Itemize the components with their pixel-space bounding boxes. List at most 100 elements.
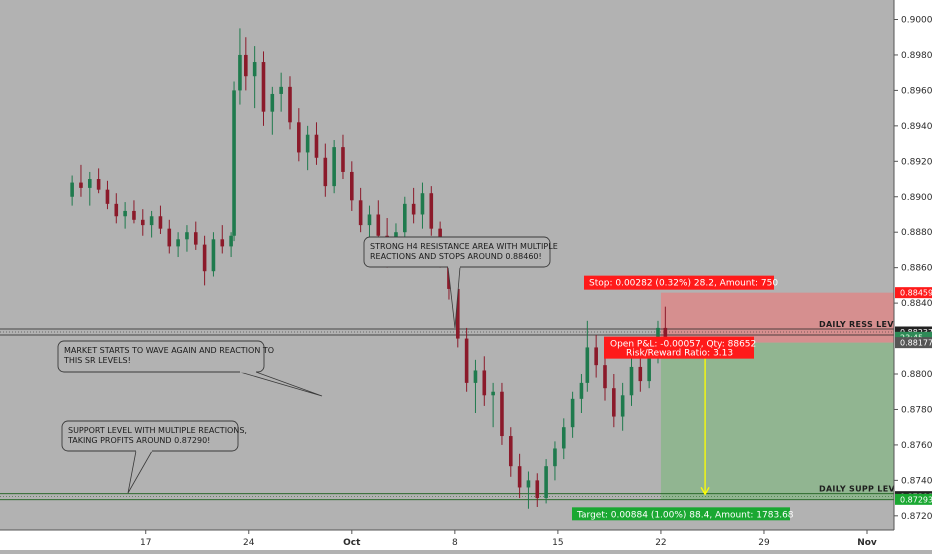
candle [341,134,345,180]
candle-body [341,147,345,172]
candle-body [323,157,328,187]
price-tag-bg [895,337,932,349]
candle-body [585,347,590,383]
candle-body [229,235,233,247]
callout-line-1: MARKET STARTS TO WAVE AGAIN AND REACTION… [64,346,274,355]
candle-body [553,448,557,467]
candle [244,37,248,91]
callout-line-1: SUPPORT LEVEL WITH MULTIPLE REACTIONS, [68,426,247,435]
candle-body [455,288,460,339]
target-arrow-head [700,487,710,496]
candle-body [96,179,101,190]
candle-body [140,219,145,226]
candle-body [579,382,584,399]
candle-body [305,134,310,153]
candle-body [561,427,566,449]
callout-line-2: REACTIONS AND STOPS AROUND 0.88460! [370,252,542,261]
candle [288,76,292,130]
candle-body [491,391,495,396]
candle [482,356,487,406]
callout-pointer [447,266,461,329]
price-tag: 0.87293 [900,495,932,504]
candle [270,86,275,135]
candle [403,196,407,242]
candle-body [70,182,74,197]
candle [332,140,336,194]
candle [105,180,110,210]
callout-wave: MARKET STARTS TO WAVE AGAIN AND REACTION… [57,340,323,397]
candle [202,235,207,286]
candle [176,232,180,258]
candle [167,219,172,254]
candle [149,210,154,238]
candle [305,125,310,171]
level-label: DAILY RESS LEVEL [819,320,905,329]
candle-body [508,436,513,467]
candle-body [544,466,548,499]
callout-box [57,340,265,373]
candle [87,171,92,206]
candle [517,453,522,499]
candle-body [185,232,189,240]
candle [629,356,634,406]
candle [473,359,478,414]
candle-body [367,214,372,226]
time-tick-label: 29 [758,538,770,548]
candle [140,209,145,236]
callouts: STRONG H4 RESISTANCE AREA WITH MULTIPLER… [57,236,558,494]
candle [594,335,598,378]
time-tick-label: Nov [857,538,877,548]
candle-body [132,210,136,220]
candle [561,418,566,460]
time-tick-label: 8 [452,538,458,548]
time-tick-label: 17 [140,538,151,548]
candle [220,225,225,254]
candle [114,193,119,224]
price-tag: 0.88177 [900,339,932,348]
candle [535,473,540,507]
stop-label: Stop: 0.00282 (0.32%) 28.2, Amount: 750 [589,279,778,289]
candle-body [123,210,127,217]
callout-line-1: STRONG H4 RESISTANCE AREA WITH MULTIPLE [370,242,558,251]
candle-body [594,347,598,366]
candle-body [612,388,616,417]
time-tick-label: 15 [552,538,563,548]
candle-body [464,338,469,383]
candle [279,72,283,112]
candle-body [314,134,319,158]
candle [638,352,643,392]
target-label: Target: 0.00884 (1.00%) 88.4, Amount: 17… [576,510,794,520]
candle [229,232,233,258]
candle-body [193,232,198,245]
candle-body [570,398,575,428]
candle [420,182,425,229]
target-zone [660,342,932,500]
target-label-bg [572,507,790,521]
callout-line-2: TAKING PROFITS AROUND 0.87290! [67,436,210,445]
candle-body [376,214,381,236]
price-axis-bg [894,0,932,550]
level-label: DAILY SUPP LEVEL [819,485,906,494]
candle-body [620,395,625,417]
candle-body [350,171,354,201]
callout-support: SUPPORT LEVEL WITH MULTIPLE REACTIONS,TA… [61,420,247,494]
price-tag-bg [895,493,932,505]
position-labels: Stop: 0.00282 (0.32%) 28.2, Amount: 750 O… [572,275,794,521]
candle [367,205,372,242]
candle [612,374,616,428]
candle-body [638,366,643,382]
candle [491,382,495,428]
candle [526,471,531,509]
candle-body [261,62,266,112]
candle [603,352,607,401]
stop-zone [660,292,932,343]
